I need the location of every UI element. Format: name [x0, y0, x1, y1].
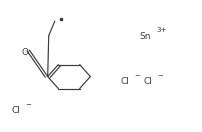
- Text: 3+: 3+: [156, 27, 166, 33]
- Text: Cl: Cl: [142, 77, 151, 86]
- Text: Sn: Sn: [138, 32, 150, 41]
- Text: O: O: [21, 48, 28, 57]
- Text: Cl: Cl: [120, 77, 129, 86]
- Text: −: −: [25, 102, 31, 108]
- Text: −: −: [134, 73, 140, 79]
- Text: Cl: Cl: [11, 106, 20, 115]
- Text: −: −: [156, 73, 162, 79]
